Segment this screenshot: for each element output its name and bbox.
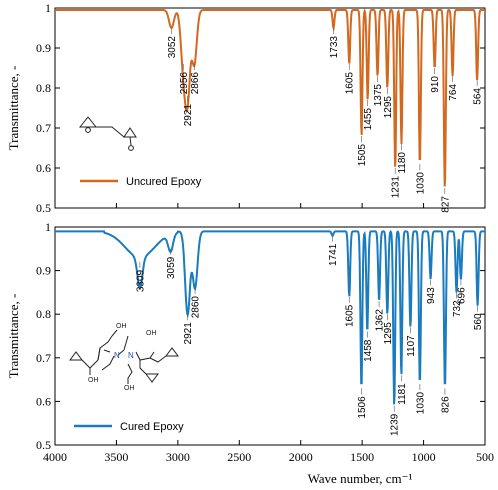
y-tick-label: 0.6 <box>36 161 51 175</box>
y-tick-label: 0.7 <box>36 351 51 365</box>
y-tick-label: 1 <box>45 220 51 234</box>
peak-label: 564 <box>473 88 484 105</box>
y-tick-label: 0.5 <box>36 438 51 452</box>
peak-label: 826 <box>440 396 451 413</box>
svg-text:OH: OH <box>116 323 127 330</box>
y-tick-label: 1 <box>45 1 51 15</box>
peak-label: 2866 <box>190 72 201 95</box>
y-tick-label: 0.9 <box>36 41 51 55</box>
top-peak-labels: 3052 2956 2921 2866 1733 1605 1505 145513751295… <box>167 28 484 213</box>
peak-label: 1458 <box>363 339 374 362</box>
bottom-plot-frame <box>54 226 486 446</box>
peak-label: 1239 <box>390 413 401 436</box>
peak-label: 1362 <box>375 309 386 332</box>
x-tick-label: 4000 <box>43 450 67 464</box>
peak-label: 1605 <box>345 72 356 95</box>
x-tick-label: 1000 <box>412 450 436 464</box>
peak-label: 2956 <box>179 72 190 95</box>
cured-epoxy-structure: OH OH OH OH N N <box>69 323 179 392</box>
svg-text:OH: OH <box>146 330 157 337</box>
top-plot-frame <box>54 7 486 209</box>
peak-label: 1030 <box>415 392 426 415</box>
bottom-peak-labels: 3309 3059 2921 2860 1741 1605 1506 145813621295… <box>135 235 484 436</box>
svg-text:N: N <box>128 351 134 360</box>
peak-label: 1506 <box>357 396 368 419</box>
x-ticks: 4000 3500 3000 2500 2000 1500 1000 500 <box>43 203 494 464</box>
peak-label: 1181 <box>397 383 408 405</box>
svg-text:N: N <box>114 351 120 360</box>
peak-label: 1030 <box>415 172 426 195</box>
x-tick-label: 3000 <box>166 450 190 464</box>
peak-label: 943 <box>426 287 437 304</box>
peak-label: 696 <box>456 287 467 304</box>
x-tick-label: 1500 <box>350 450 374 464</box>
peak-label: 1605 <box>345 304 356 327</box>
x-tick-label: 3500 <box>104 450 128 464</box>
peak-label: 2860 <box>191 296 202 319</box>
y-tick-label: 0.8 <box>36 307 51 321</box>
top-spectrum-line <box>55 7 485 187</box>
uncured-epoxy-structure <box>78 116 137 151</box>
peak-label: 910 <box>430 76 441 93</box>
bottom-y-ticks: 0.5 0.6 0.7 0.8 0.9 1 <box>36 220 485 452</box>
peak-label: 560 <box>473 313 484 330</box>
peak-label: 2921 <box>183 322 194 345</box>
bottom-spectrum-line <box>55 229 485 405</box>
bottom-y-axis-title: Transmittance, - <box>6 294 21 379</box>
bottom-legend-label: Cured Epoxy <box>120 421 184 433</box>
peak-label: 1505 <box>357 144 368 167</box>
x-axis-title: Wave number, cm⁻¹ <box>308 471 413 486</box>
peak-label: 764 <box>448 84 459 101</box>
x-tick-label: 500 <box>476 450 494 464</box>
peak-label: 1180 <box>397 152 408 174</box>
svg-text:OH: OH <box>124 385 135 392</box>
top-y-axis-title: Transmittance, - <box>6 66 21 151</box>
y-tick-label: 0.5 <box>36 201 51 215</box>
peak-label: 1455 <box>363 108 374 131</box>
x-tick-label: 2000 <box>289 450 313 464</box>
peak-label: 1741 <box>328 243 339 266</box>
peak-label: 2921 <box>183 104 194 127</box>
svg-text:OH: OH <box>88 377 99 384</box>
peak-label: 1733 <box>329 36 340 59</box>
x-tick-label: 2500 <box>227 450 251 464</box>
peak-label: 1107 <box>406 335 417 357</box>
peak-label: 3059 <box>166 256 177 279</box>
peak-label: 732 <box>452 300 463 317</box>
y-tick-label: 0.6 <box>36 394 51 408</box>
peak-label: 827 <box>440 196 451 213</box>
y-tick-label: 0.9 <box>36 264 51 278</box>
peak-label: 1231 <box>391 176 402 199</box>
y-tick-label: 0.8 <box>36 81 51 95</box>
top-y-ticks: 0.5 0.6 0.7 0.8 0.9 1 <box>36 1 485 215</box>
top-legend-label: Uncured Epoxy <box>126 176 202 188</box>
peak-label: 1295 <box>383 96 394 119</box>
peak-label: 1375 <box>373 84 384 107</box>
y-tick-label: 0.7 <box>36 121 51 135</box>
peak-label: 3052 <box>167 36 178 59</box>
peak-label: 3309 <box>135 269 146 292</box>
peak-label: 1295 <box>383 322 394 345</box>
